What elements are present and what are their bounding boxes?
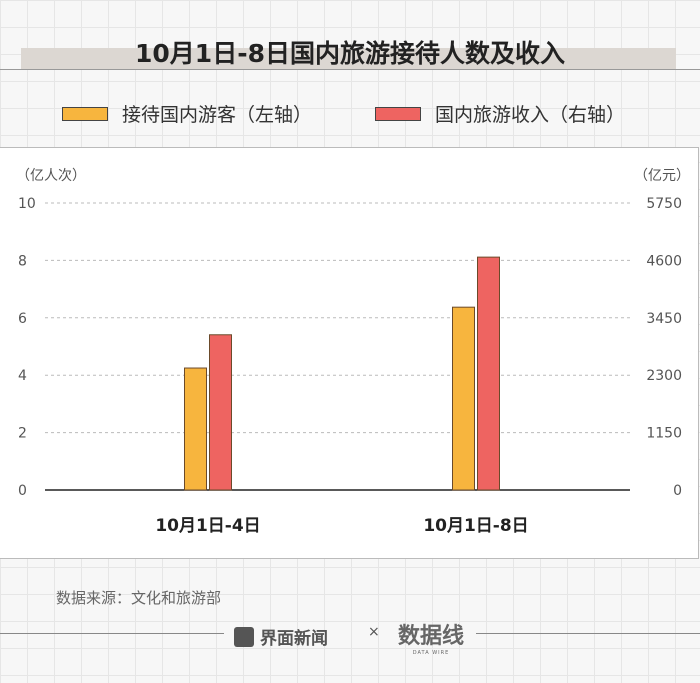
y-right-tick-label: 0	[673, 483, 682, 499]
x-tick-label: 10月1日-8日	[423, 516, 528, 536]
divider	[0, 69, 700, 70]
bar-revenue	[209, 334, 232, 491]
divider	[476, 633, 700, 634]
divider	[0, 633, 224, 634]
footer: 界面新闻 × 数据线 DATA WIRE	[0, 624, 700, 656]
y-left-tick-label: 10	[18, 196, 36, 212]
title-band	[21, 48, 676, 69]
legend-item-visitors: 接待国内游客（左轴）	[62, 100, 312, 127]
datawire-logo: 数据线 DATA WIRE	[398, 618, 464, 656]
y-right-tick-label: 1150	[646, 426, 682, 442]
y-left-tick-label: 2	[18, 426, 27, 442]
brand-name: 数据线	[398, 624, 465, 649]
y-left-axis-label: （亿人次）	[16, 168, 86, 184]
y-right-tick-label: 3450	[646, 311, 682, 327]
y-left-tick-label: 6	[18, 311, 27, 327]
chart-title: 10月1日-8日国内旅游接待人数及收入	[135, 39, 565, 68]
separator: ×	[368, 624, 380, 640]
y-right-tick-label: 4600	[646, 253, 682, 269]
y-left-tick-label: 0	[18, 483, 27, 499]
legend-label: 接待国内游客（左轴）	[122, 104, 313, 126]
x-tick-label: 10月1日-4日	[155, 516, 260, 536]
legend-item-revenue: 国内旅游收入（右轴）	[375, 100, 625, 127]
legend-label: 国内旅游收入（右轴）	[435, 104, 626, 126]
y-right-axis-label: （亿元）	[634, 168, 690, 184]
brand-sub: DATA WIRE	[412, 650, 450, 656]
y-right-tick-label: 2300	[646, 368, 682, 384]
legend-swatch	[62, 106, 108, 121]
jiemian-icon	[234, 626, 254, 647]
jiemian-logo: 界面新闻	[234, 624, 328, 649]
source-note: 数据来源：文化和旅游部	[56, 589, 222, 607]
legend-swatch	[375, 106, 421, 121]
y-left-tick-label: 4	[18, 368, 27, 384]
bar-revenue	[477, 256, 500, 491]
bar-visitors	[452, 306, 475, 491]
bar-visitors	[184, 367, 207, 491]
y-right-tick-label: 5750	[646, 196, 682, 212]
y-left-tick-label: 8	[18, 253, 27, 269]
brand-name: 界面新闻	[260, 629, 328, 649]
